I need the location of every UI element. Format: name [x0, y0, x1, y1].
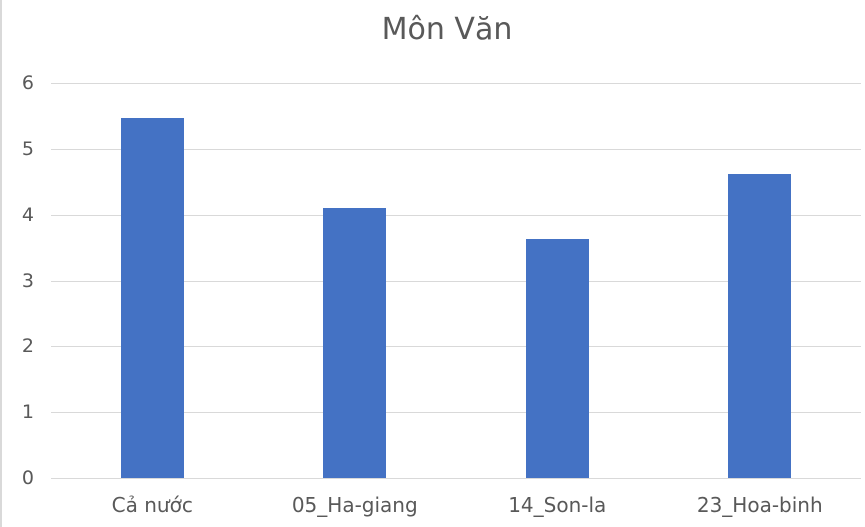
bar	[120, 117, 184, 478]
gridline	[51, 83, 861, 84]
gridline	[51, 412, 861, 414]
x-tick-label: 14_Son-la	[508, 493, 607, 517]
y-tick-label: 4	[21, 203, 34, 226]
gridline	[51, 214, 861, 216]
y-tick-label: 0	[21, 467, 34, 489]
x-tick-label: 05_Ha-giang	[291, 493, 418, 517]
bar	[323, 208, 387, 478]
gridline	[51, 148, 861, 150]
chart-title: Môn Văn	[381, 12, 513, 47]
bar	[525, 239, 589, 478]
plot-area	[51, 83, 861, 479]
y-tick-label: 2	[21, 335, 34, 358]
gridline	[51, 346, 861, 348]
bar	[728, 173, 792, 478]
y-tick-label: 6	[21, 72, 34, 94]
y-tick-label: 1	[21, 401, 34, 424]
gridline	[51, 478, 861, 479]
gridline	[51, 280, 861, 282]
x-tick-label: 23_Hoa-binh	[696, 493, 823, 517]
y-tick-label: 3	[21, 269, 34, 292]
y-tick-label: 5	[21, 137, 34, 160]
x-tick-label: Cả nước	[111, 493, 193, 517]
